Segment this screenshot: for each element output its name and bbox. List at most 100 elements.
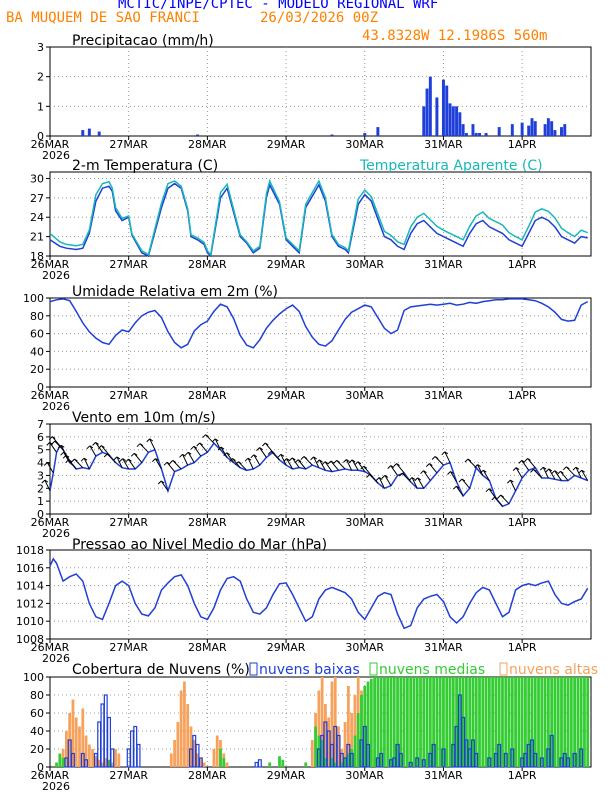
wind-xtick-label: 27MAR <box>109 516 148 529</box>
wind-arrow-head <box>452 485 460 490</box>
wind-arrow-head <box>497 494 504 499</box>
cloud-bar <box>176 722 180 767</box>
cloud-bar <box>415 677 419 767</box>
wind-arrow <box>318 459 326 471</box>
precip-bar <box>445 85 449 136</box>
wind-arrow-head <box>545 468 553 473</box>
cloud-bar <box>350 749 354 767</box>
cloud-bar <box>461 677 465 767</box>
cloud-bar <box>563 677 567 767</box>
wind-arrow-head <box>211 438 219 443</box>
cloud-bar <box>458 677 462 767</box>
wind-arrow-head <box>157 480 165 485</box>
pres-frame <box>49 549 592 640</box>
wind-arrow-head <box>152 458 159 462</box>
cloud-bar <box>448 677 452 767</box>
wind-arrow <box>324 461 333 472</box>
rh-xtick-label: 28MAR <box>188 389 227 402</box>
wind-xtick-label: 28MAR <box>188 516 227 529</box>
pres-xtick-label: 30MAR <box>345 641 384 654</box>
cloud-bar <box>503 752 508 768</box>
wind-arrow <box>182 454 189 466</box>
cloud-ytick-label: 40 <box>30 725 44 738</box>
cloud-bar <box>566 757 571 768</box>
wind-arrow-head <box>103 453 111 458</box>
precip-bar <box>546 118 550 136</box>
temp-year-label: 2026 <box>42 269 70 282</box>
cloud-bar <box>373 677 376 767</box>
wind-arrow-head <box>507 479 514 484</box>
wind-arrow <box>100 445 110 456</box>
wind-year-label: 2026 <box>42 527 70 540</box>
temp-ytick-label: 24 <box>30 211 44 224</box>
wind-arrow-head <box>86 445 94 450</box>
wind-arrow <box>264 442 274 453</box>
wind-arrow-head <box>551 470 558 475</box>
precip-bar <box>464 133 468 136</box>
wind-arrow-head <box>441 451 449 456</box>
cloud-bar <box>81 708 85 767</box>
wind-arrow-head <box>464 458 472 463</box>
rh-xtick-label: 30MAR <box>345 389 384 402</box>
cloud-bar <box>389 677 393 767</box>
wind-arrow <box>166 461 175 472</box>
wind-arrow <box>396 463 405 474</box>
cloud-ytick-label: 60 <box>30 707 44 720</box>
cloud-bar <box>530 677 534 767</box>
wind-arrow-head <box>146 438 153 443</box>
cloud-xtick-label: 31MAR <box>424 769 463 782</box>
precip-bar <box>455 106 459 136</box>
cloud-bar <box>173 740 176 767</box>
cloud-bar <box>425 677 429 767</box>
cloud-bar <box>474 677 478 767</box>
cloud-bar <box>465 677 468 767</box>
wind-arrow-head <box>300 456 308 460</box>
wind-arrow <box>68 459 77 470</box>
cloud-bar <box>343 758 347 767</box>
wind-arrow-head <box>80 457 88 462</box>
cloud-bar <box>340 749 344 767</box>
cloud-bar <box>199 758 203 767</box>
precip-bar <box>563 124 567 136</box>
wind-arrow-head <box>51 440 59 445</box>
cloud-bar <box>117 753 121 767</box>
precip-bar <box>530 118 534 136</box>
cloud-bar <box>366 681 370 767</box>
pres-xtick-label: 1APR <box>508 641 537 654</box>
wind-ytick-label: 4 <box>37 457 44 470</box>
wind-arrow-head <box>524 458 531 462</box>
wind-arrow-head <box>41 479 49 484</box>
cloud-bar <box>222 758 226 767</box>
wind-xtick-label: 31MAR <box>424 516 463 529</box>
wind-arrow <box>363 465 372 476</box>
precip-bar <box>543 124 547 136</box>
wind-arrow-head <box>179 453 186 458</box>
wind-arrow-head <box>71 458 78 463</box>
cloud-bar <box>501 677 504 767</box>
header-coords: 43.8328W 12.1986S 560m <box>362 28 548 44</box>
cloud-bar <box>360 695 363 767</box>
cloud-bar <box>497 677 501 767</box>
precip-xtick-label: 27MAR <box>109 138 148 151</box>
cloud-bar <box>507 677 511 767</box>
cloud-bar <box>422 677 426 767</box>
wind-arrow <box>122 458 130 470</box>
cloud-bar <box>268 762 272 767</box>
wind-arrow <box>461 478 471 489</box>
wind-arrow <box>548 468 556 480</box>
pres-ytick-label: 1008 <box>16 633 44 646</box>
cloud-bar <box>386 677 390 767</box>
wind-arrow-head <box>408 477 416 481</box>
wind-arrow <box>44 479 51 492</box>
wind-arrow <box>515 467 523 479</box>
wind-arrow-head <box>530 468 537 473</box>
wind-arrow <box>160 480 169 492</box>
precip-frame <box>49 46 592 137</box>
cloud-bar <box>110 762 114 767</box>
precip-bar <box>484 133 488 136</box>
wind-arrow-head <box>354 461 362 466</box>
wind-arrow <box>390 465 398 476</box>
precip-bar <box>376 127 380 136</box>
cloud-bar <box>556 677 560 767</box>
wind-xtick-label: 30MAR <box>345 516 384 529</box>
